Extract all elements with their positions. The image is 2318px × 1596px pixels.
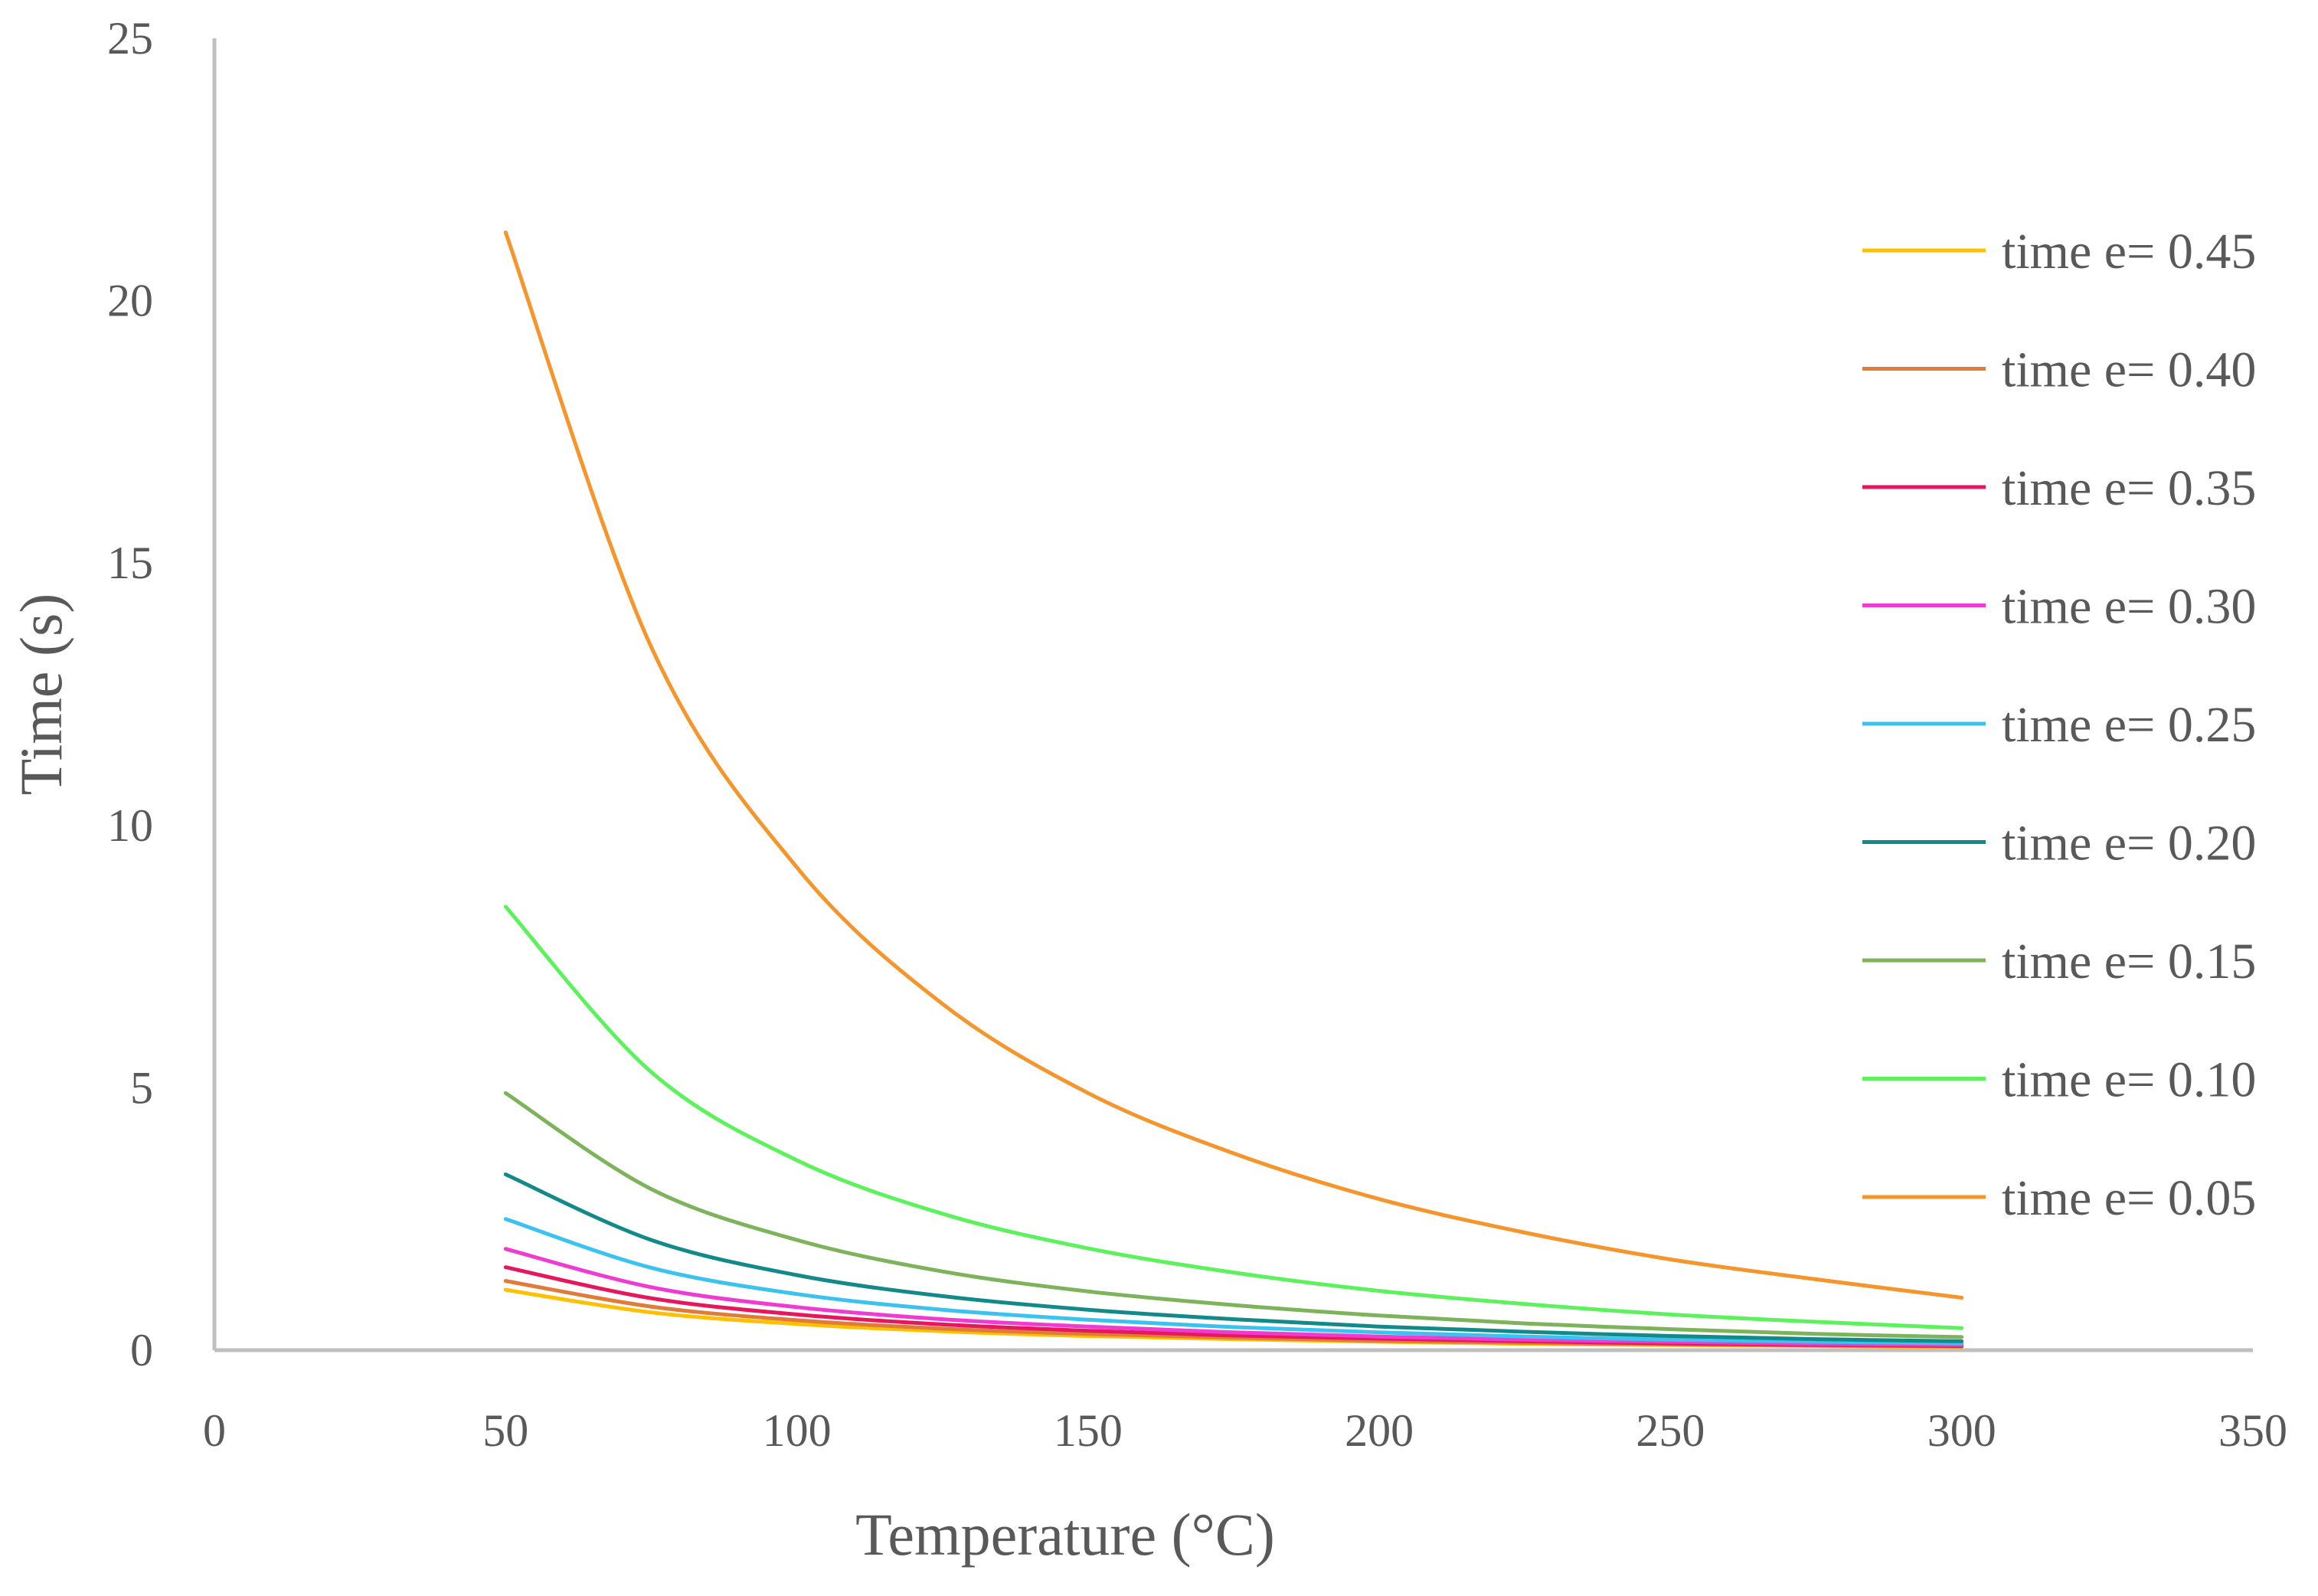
y-tick-label: 5	[130, 1062, 153, 1113]
legend-label: time e= 0.45	[2002, 224, 2256, 280]
x-axis-title: Temperature (°C)	[855, 1501, 1275, 1568]
legend-item: time e= 0.10	[1862, 1052, 2256, 1108]
series-line-5	[503, 1172, 1964, 1343]
legend-label: time e= 0.35	[2002, 460, 2256, 516]
x-tick-label: 200	[1345, 1405, 1414, 1456]
series-line-4	[503, 1217, 1964, 1346]
legend-label: time e= 0.30	[2002, 579, 2256, 635]
y-tick-label: 20	[107, 276, 153, 326]
legend-item: time e= 0.20	[1862, 816, 2256, 872]
legend-label: time e= 0.40	[2002, 342, 2256, 398]
x-tick-label: 250	[1636, 1405, 1705, 1456]
series-line-8	[503, 231, 1964, 1300]
y-tick-label: 15	[107, 538, 153, 588]
legend-item: time e= 0.15	[1862, 934, 2256, 989]
data-series	[503, 231, 1964, 1349]
legend-item: time e= 0.35	[1862, 460, 2256, 516]
x-tick-label: 150	[1054, 1405, 1123, 1456]
legend-label: time e= 0.10	[2002, 1052, 2256, 1108]
legend-label: time e= 0.15	[2002, 934, 2256, 989]
series-line-6	[503, 1091, 1964, 1339]
legend-label: time e= 0.20	[2002, 816, 2256, 872]
y-axis-title: Time (s)	[8, 594, 74, 796]
x-tick-label: 0	[203, 1405, 226, 1456]
y-tick-label: 0	[130, 1325, 153, 1375]
series-line-3	[503, 1247, 1964, 1347]
x-tick-label: 100	[763, 1405, 832, 1456]
x-tick-labels: 0 50 100 150 200 250 300 350	[203, 1405, 2287, 1456]
legend-label: time e= 0.25	[2002, 697, 2256, 753]
legend: time e= 0.45 time e= 0.40 time e= 0.35 time…	[1862, 224, 2256, 1226]
x-tick-label: 350	[2218, 1405, 2287, 1456]
y-tick-labels: 0 5 10 15 20 25	[107, 13, 153, 1375]
legend-item: time e= 0.25	[1862, 697, 2256, 753]
legend-item: time e= 0.30	[1862, 579, 2256, 635]
x-tick-label: 300	[1927, 1405, 1996, 1456]
legend-label: time e= 0.05	[2002, 1170, 2256, 1226]
axes	[212, 38, 2253, 1352]
legend-item: time e= 0.40	[1862, 342, 2256, 398]
y-tick-label: 10	[107, 800, 153, 851]
y-tick-label: 25	[107, 13, 153, 64]
legend-item: time e= 0.45	[1862, 224, 2256, 280]
series-line-7	[503, 904, 1964, 1330]
legend-item: time e= 0.05	[1862, 1170, 2256, 1226]
x-tick-label: 50	[482, 1405, 528, 1456]
